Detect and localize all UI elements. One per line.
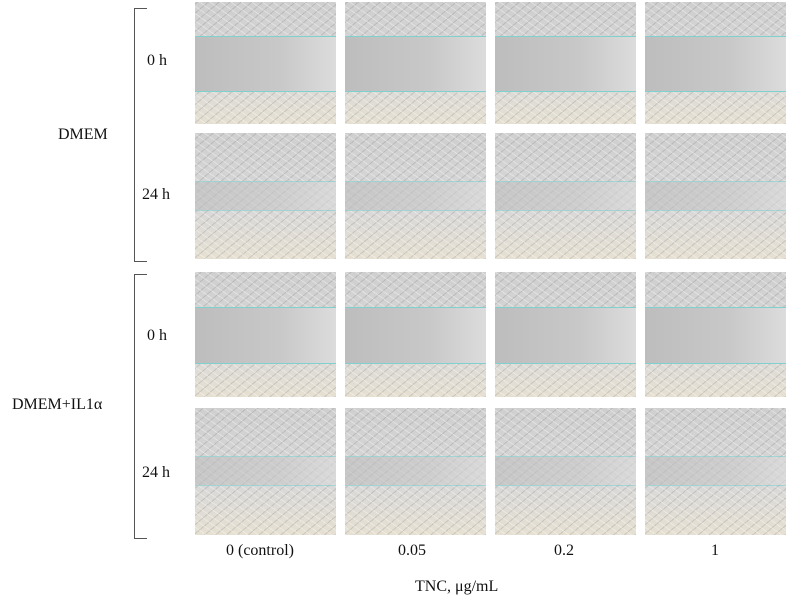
micrograph-image (645, 272, 786, 397)
group-bracket-dmem-il1a (134, 274, 147, 539)
wound-area (345, 36, 486, 92)
wound-area (495, 180, 636, 211)
micrograph-image (195, 408, 336, 535)
column-label-control: 0 (control) (226, 542, 294, 559)
wound-area (195, 180, 336, 211)
wound-area (345, 456, 486, 487)
column-label-0.05: 0.05 (398, 542, 426, 559)
wound-area (645, 36, 786, 92)
wound-area (645, 180, 786, 211)
wound-area (195, 456, 336, 487)
micrograph-image (345, 2, 486, 124)
micrograph-image (195, 133, 336, 259)
micrograph-image (495, 408, 636, 535)
micrograph-image (345, 272, 486, 397)
wound-area (645, 456, 786, 487)
micrograph-image (645, 2, 786, 124)
x-axis-title: TNC, μg/mL (415, 578, 499, 595)
wound-area (495, 307, 636, 364)
wound-area (495, 456, 636, 487)
column-label-0.2: 0.2 (554, 542, 574, 559)
micrograph-image (345, 133, 486, 259)
micrograph-image (345, 408, 486, 535)
wound-area (645, 307, 786, 364)
wound-area (195, 36, 336, 92)
row-label-dmem-24h: 24 h (142, 186, 170, 203)
group-bracket-dmem (134, 8, 147, 262)
group-label-dmem-il1a: DMEM+IL1α (12, 396, 103, 413)
wound-area (345, 307, 486, 364)
micrograph-image (195, 2, 336, 124)
micrograph-image (495, 133, 636, 259)
wound-area (495, 36, 636, 92)
row-label-dmem-0h: 0 h (147, 52, 167, 69)
micrograph-image (495, 2, 636, 124)
micrograph-image (195, 272, 336, 397)
row-label-il1a-24h: 24 h (142, 464, 170, 481)
micrograph-image (495, 272, 636, 397)
wound-area (195, 307, 336, 364)
micrograph-image (645, 133, 786, 259)
wound-area (345, 180, 486, 211)
group-label-dmem: DMEM (58, 126, 108, 143)
row-label-il1a-0h: 0 h (147, 327, 167, 344)
micrograph-image (645, 408, 786, 535)
column-label-1: 1 (711, 542, 719, 559)
